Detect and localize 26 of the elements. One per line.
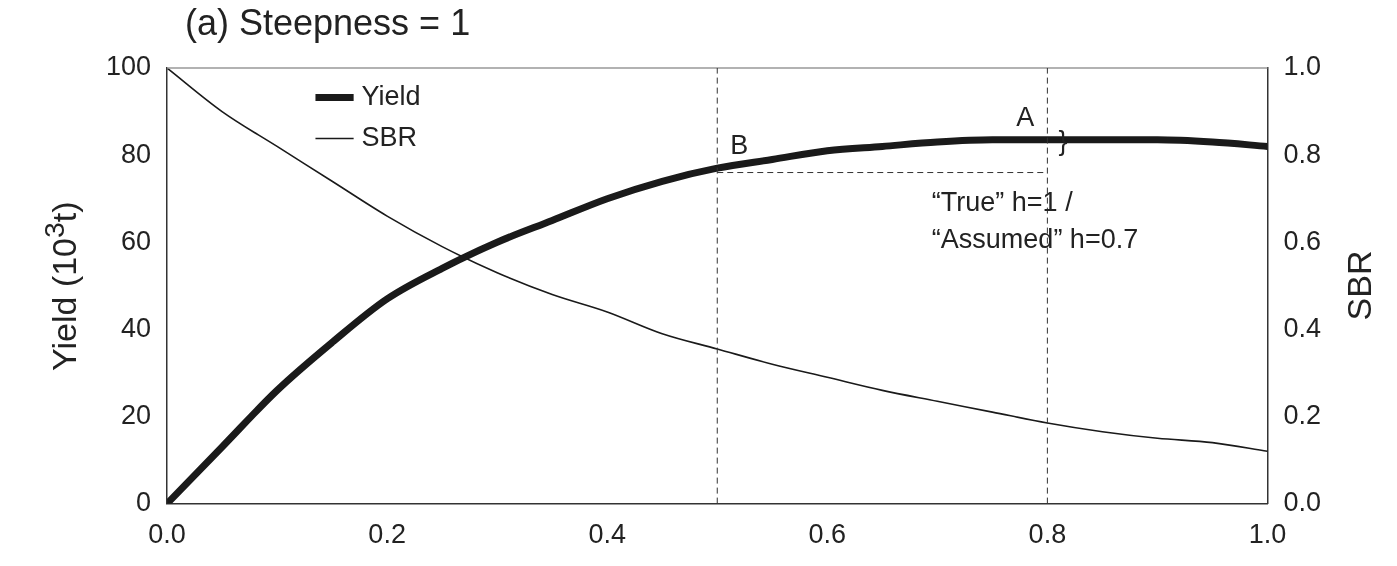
- y2-axis-title: SBR: [1340, 250, 1380, 321]
- x-tick-label: 0.0: [148, 519, 186, 550]
- y-tick-label: 100: [105, 51, 152, 82]
- annotation: }: [1058, 125, 1068, 156]
- chart-title: (a) Steepness = 1: [185, 2, 471, 44]
- y-tick-label: 40: [121, 312, 152, 343]
- y2-tick-label: 0.0: [1283, 487, 1322, 518]
- y2-tick-label: 0.8: [1283, 138, 1322, 169]
- y-tick-label: 20: [121, 399, 152, 430]
- y-tick-label: 0: [136, 487, 152, 518]
- annotation: B: [730, 130, 749, 161]
- x-tick-label: 1.0: [1248, 519, 1287, 550]
- legend-label: Yield: [361, 80, 421, 111]
- y2-tick-label: 0.6: [1283, 225, 1322, 256]
- annotation: A: [1016, 101, 1035, 132]
- x-tick-label: 0.8: [1028, 519, 1067, 550]
- y2-tick-label: 0.2: [1283, 399, 1322, 430]
- x-tick-label: 0.4: [588, 519, 626, 550]
- x-tick-label: 0.2: [368, 519, 406, 550]
- y2-tick-label: 0.4: [1283, 312, 1322, 343]
- y-tick-label: 80: [121, 138, 152, 169]
- x-tick-label: 0.6: [808, 519, 847, 550]
- legend-label: SBR: [361, 121, 418, 152]
- annotation: “True” h=1 / “Assumed” h=0.7: [931, 186, 1139, 254]
- y-tick-label: 60: [121, 225, 152, 256]
- y2-tick-label: 1.0: [1283, 51, 1322, 82]
